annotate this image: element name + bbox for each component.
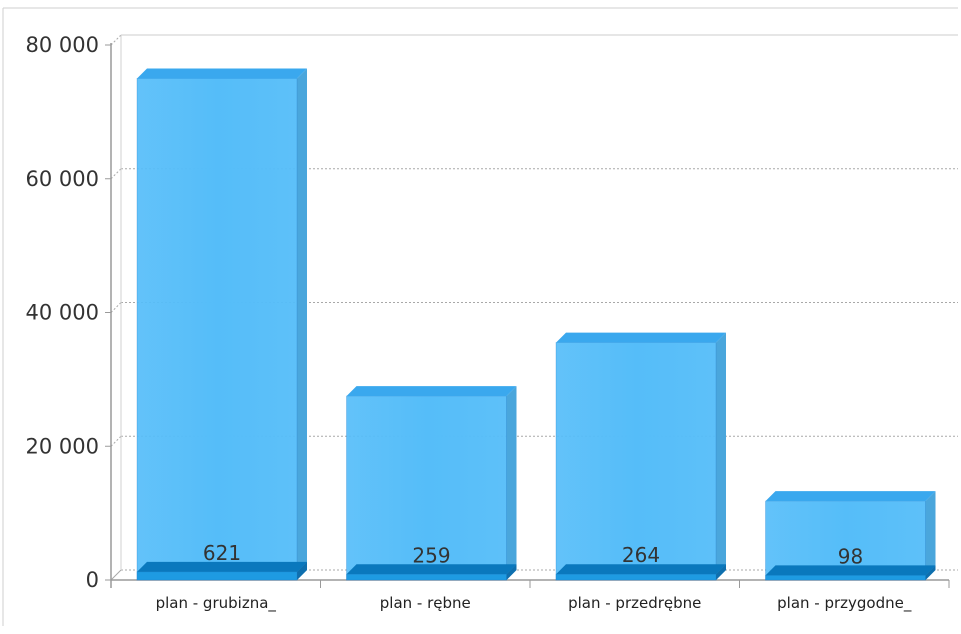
y-tick-label: 40 000 (26, 301, 99, 325)
bar-front (555, 342, 717, 581)
floor-depth-line (110, 569, 122, 581)
bar-small-top (137, 561, 307, 572)
gridline-depth (110, 168, 122, 180)
bar-side (925, 491, 936, 580)
y-tick-label: 60 000 (26, 167, 99, 191)
x-tick-label: plan - przedrębne (568, 594, 701, 612)
bar-small-side (925, 565, 936, 580)
bar-top (765, 491, 936, 502)
bar-small-front (765, 574, 926, 581)
data-label: 98 (838, 544, 863, 568)
bar-front (346, 395, 507, 581)
bar-small-side (506, 564, 517, 580)
bar-small-top (346, 564, 517, 575)
data-label: 259 (412, 543, 450, 567)
bar-small-front (136, 571, 298, 581)
x-tick-label: plan - rębne (380, 594, 471, 612)
bar-side (506, 386, 517, 580)
bar-top (346, 386, 517, 397)
x-tick-label: plan - przygodne_ (777, 594, 912, 613)
bar-small-top (765, 565, 936, 576)
y-tick-label: 20 000 (26, 434, 99, 458)
y-tick-label: 80 000 (26, 33, 99, 57)
bar-small-top (556, 564, 726, 575)
bar-side (297, 68, 307, 580)
bar-small-side (297, 561, 307, 580)
bar-small-side (716, 564, 726, 580)
bar-small-front (555, 573, 717, 581)
bar-front (136, 78, 298, 581)
data-label: 621 (203, 541, 241, 565)
gridline-depth (110, 34, 122, 46)
data-label: 264 (622, 543, 660, 567)
bar-top (137, 68, 307, 79)
gridline-depth (110, 302, 122, 313)
bar-top (556, 332, 726, 343)
bar-small-front (346, 573, 507, 581)
x-tick-label: plan - grubizna_ (156, 594, 277, 613)
y-tick-label: 0 (86, 568, 99, 592)
gridline-depth (110, 435, 122, 447)
bar-side (716, 332, 726, 580)
